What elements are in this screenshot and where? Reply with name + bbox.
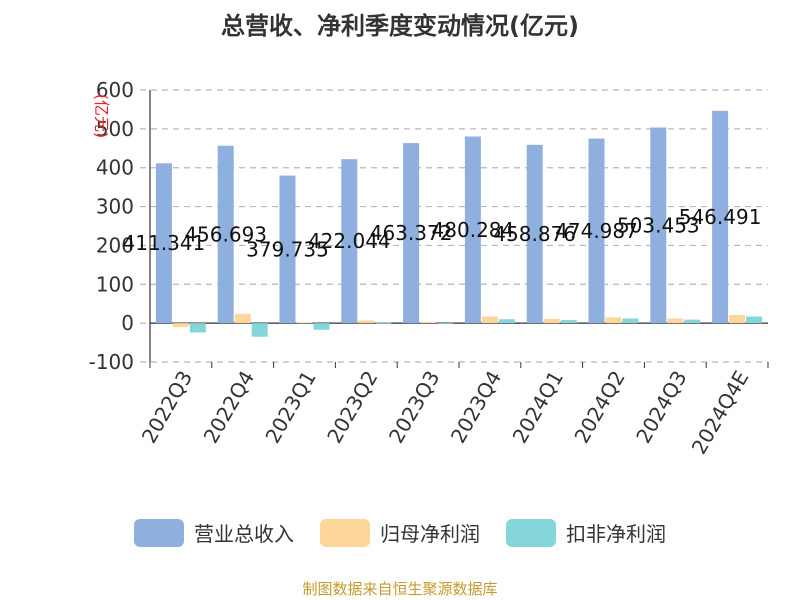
bar-series-1-2022Q3 [172,323,189,328]
bar-series-2-2024Q1 [560,320,577,324]
bar-series-1-2024Q1 [543,318,560,324]
bar-series-1-2024Q4E [729,314,746,324]
bar-series-0-2024Q2 [588,138,605,324]
bar-series-1-2024Q3 [667,318,684,324]
data-label-revenue: 503.453 [617,213,700,237]
bar-series-0-2022Q4 [217,145,234,324]
data-label-revenue: 456.693 [184,222,267,246]
bar-series-2-2023Q2 [375,322,392,324]
y-unit-label: (亿元) [92,94,111,139]
data-label-revenue: 458.876 [493,222,576,246]
bar-series-2-2022Q4 [251,323,268,337]
chart-title: 总营收、净利季度变动情况(亿元) [221,12,579,40]
bar-series-2-2024Q4E [746,316,763,324]
legend-swatch-revenue [134,518,184,547]
x-tick-label: 2023Q3 [384,366,444,447]
bar-series-1-2023Q4 [481,316,498,324]
y-tick-label: 400 [96,156,134,180]
x-tick-label: 2023Q4 [446,367,506,448]
y-tick-label: 0 [121,311,134,335]
bar-series-0-2022Q3 [155,163,172,324]
label-layer: 411.341456.693379.735422.044463.372480.2… [123,205,762,261]
bar-series-1-2023Q2 [358,320,375,324]
bar-series-1-2023Q3 [420,321,437,324]
bar-series-2-2023Q1 [313,323,330,330]
legend-swatch-deducted-profit [506,518,556,547]
bar-series-1-2022Q4 [234,313,251,324]
bar-series-2-2024Q2 [622,318,639,324]
bar-series-0-2023Q2 [341,159,358,324]
y-tick-label: -100 [89,350,134,374]
x-tick-label: 2023Q1 [260,367,320,448]
y-tick-label: 500 [96,117,134,141]
bar-series-2-2023Q4 [498,319,515,324]
x-tick-label: 2022Q4 [199,367,259,448]
legend-label-revenue: 营业总收入 [194,522,294,546]
y-tick-label: 100 [96,272,134,296]
bar-series-0-2024Q1 [526,144,543,324]
bar-series-0-2024Q3 [650,127,667,324]
bar-series-1-2024Q2 [605,317,622,324]
data-label-revenue: 463.372 [370,221,453,245]
y-tick-label: 200 [96,233,134,257]
data-label-revenue: 546.491 [679,205,762,229]
data-label-revenue: 474.987 [555,219,638,243]
x-tick-label: 2024Q2 [569,367,629,448]
x-tick-label: 2024Q1 [508,367,568,448]
data-label-revenue: 480.284 [432,218,515,242]
data-label-revenue: 422.044 [308,229,391,253]
data-label-revenue: 379.735 [246,237,329,261]
bar-series-2-2024Q3 [684,319,701,324]
bar-series-2-2023Q3 [437,323,454,324]
legend-item-revenue[interactable]: 营业总收入 [134,518,294,547]
bar-series-0-2023Q1 [279,175,296,324]
x-tick-label: 2024Q4E [687,367,754,459]
data-label-revenue: 411.341 [123,231,206,255]
y-tick-label: 600 [96,78,134,102]
legend-label-deducted-profit: 扣非净利润 [566,522,666,546]
bar-series-0-2024Q4E [712,110,729,324]
bar-series-0-2023Q4 [464,136,481,324]
source-note: 制图数据来自恒生聚源数据库 [302,580,498,598]
legend-item-deducted-profit[interactable]: 扣非净利润 [506,518,666,547]
y-tick-label: 300 [96,195,134,219]
bar-series-1-2023Q1 [296,322,313,324]
legend-item-net-profit[interactable]: 归母净利润 [320,518,480,547]
legend-label-net-profit: 归母净利润 [380,522,480,546]
x-tick-label: 2022Q3 [137,367,197,448]
legend-swatch-net-profit [320,518,370,547]
x-tick-label: 2024Q3 [631,367,691,448]
legend: 营业总收入 归母净利润 扣非净利润 [0,518,800,547]
x-tick-label: 2023Q2 [322,367,382,448]
bar-series-0-2023Q3 [403,143,420,324]
bar-layer [155,110,763,337]
bar-series-2-2022Q3 [189,323,206,333]
